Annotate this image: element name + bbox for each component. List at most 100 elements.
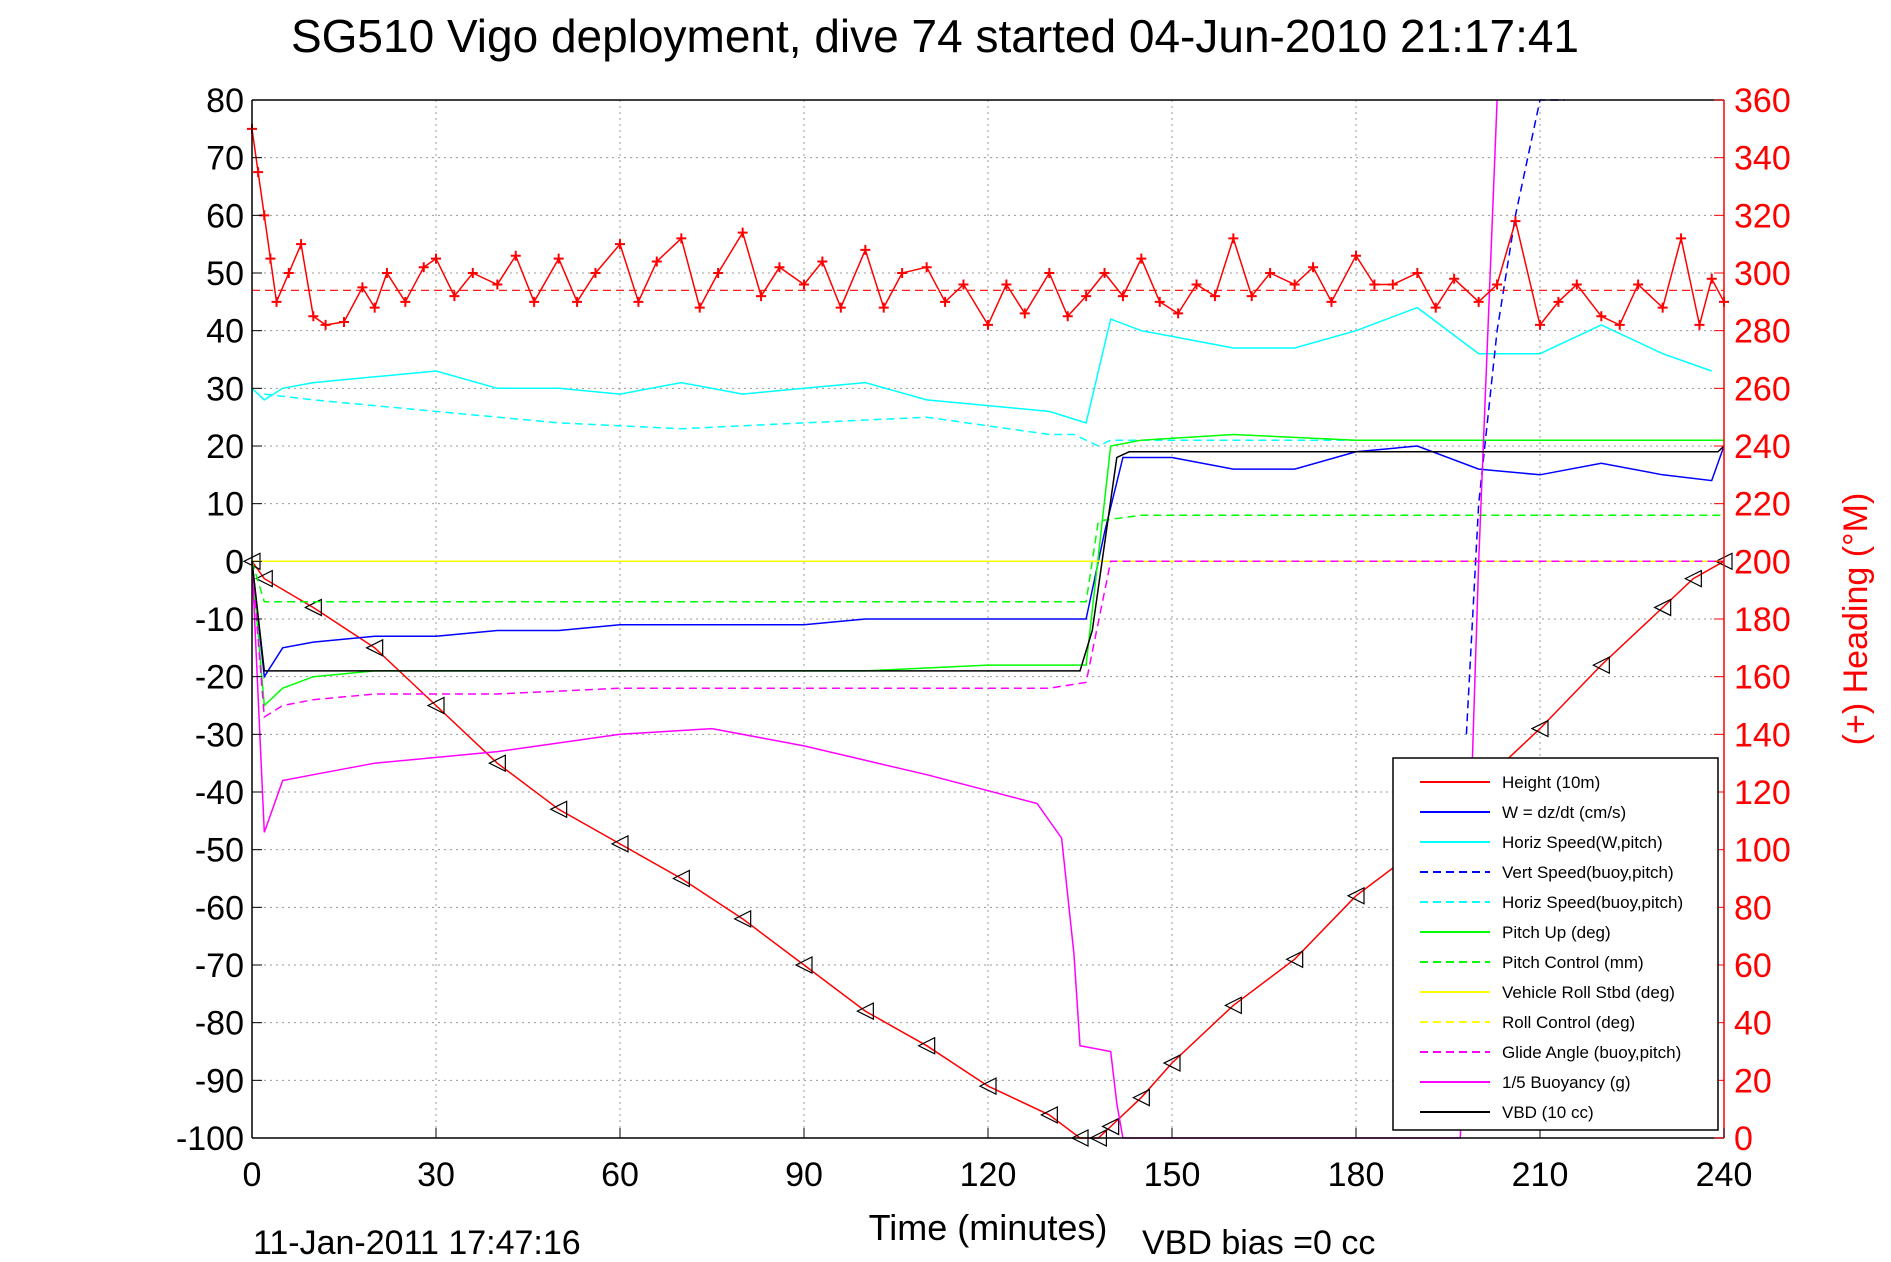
y-tick-label: -70 xyxy=(195,947,244,985)
legend-label-roll_control: Roll Control (deg) xyxy=(1502,1013,1635,1032)
right-y-tick-label: 160 xyxy=(1734,659,1791,697)
legend-label-pitch_up: Pitch Up (deg) xyxy=(1502,923,1611,942)
height-point-marker xyxy=(426,696,445,715)
right-y-tick-label: 360 xyxy=(1734,82,1791,120)
series-line-vbd xyxy=(251,445,1725,672)
heading-point xyxy=(418,262,429,273)
heading-point xyxy=(1136,253,1147,264)
heading-point xyxy=(1154,296,1165,307)
y-tick-labels: 80 70 60 50 40 30 20 10 0 -10 -20 -30 -40 -50 -60 -70 -8… xyxy=(176,82,244,1158)
height-point-marker xyxy=(487,754,506,773)
right-y-tick-label: 320 xyxy=(1734,197,1791,235)
heading-point xyxy=(1676,233,1687,244)
heading-point xyxy=(339,317,349,328)
heading-point xyxy=(1657,302,1668,313)
heading-point xyxy=(1265,268,1276,278)
heading-point xyxy=(271,296,282,307)
x-tick-labels: 0 30 60 90 120 150 180 210 240 xyxy=(243,1156,1753,1194)
heading-point xyxy=(1694,319,1705,330)
legend-label-roll: Vehicle Roll Stbd (deg) xyxy=(1502,983,1675,1002)
heading-point xyxy=(817,256,828,267)
right-y-tick-label: 240 xyxy=(1734,428,1791,466)
height-point-marker xyxy=(365,638,384,657)
height-point-marker xyxy=(671,869,690,888)
right-y-tick-label: 120 xyxy=(1734,774,1791,812)
heading-point xyxy=(1044,268,1055,278)
height-point-marker xyxy=(1683,569,1702,588)
heading-point xyxy=(940,296,951,307)
heading-point xyxy=(835,302,846,313)
heading-point xyxy=(1326,296,1337,307)
height-point-marker xyxy=(1346,886,1365,905)
height-point-marker xyxy=(978,1077,997,1096)
heading-point xyxy=(572,296,583,307)
right-y-tick-label: 180 xyxy=(1734,601,1791,639)
height-point-marker xyxy=(610,834,629,853)
right-y-tick-label: 60 xyxy=(1734,947,1772,985)
height-point-marker xyxy=(1285,950,1304,969)
heading-point xyxy=(510,250,521,261)
heading-point xyxy=(1246,291,1257,302)
right-y-tick-label: 140 xyxy=(1734,716,1791,754)
heading-point xyxy=(529,296,540,307)
heading-point xyxy=(1173,308,1184,319)
heading-point xyxy=(1633,279,1644,290)
heading-point xyxy=(357,282,368,293)
height-point-marker xyxy=(733,909,752,928)
heading-point xyxy=(1209,291,1220,302)
x-tick-label: 210 xyxy=(1512,1156,1569,1194)
y-tick-label: 80 xyxy=(206,82,244,120)
heading-point xyxy=(369,302,380,313)
heading-point xyxy=(921,262,932,273)
height-point-marker xyxy=(1162,1054,1181,1073)
heading-point xyxy=(283,268,294,278)
right-y-tick-label: 340 xyxy=(1734,140,1791,178)
y-tick-label: 10 xyxy=(206,486,244,524)
heading-point xyxy=(860,244,871,255)
legend-label-w: W = dz/dt (cm/s) xyxy=(1502,803,1626,822)
x-tick-label: 180 xyxy=(1328,1156,1385,1194)
heading-point xyxy=(253,167,264,178)
heading-point xyxy=(958,279,969,290)
height-point-marker xyxy=(1039,1105,1058,1124)
height-point-marker xyxy=(855,1002,874,1021)
right-y-tick-label: 300 xyxy=(1734,255,1791,293)
right-y-tick-labels: 3603403203002802602402202001801601401201… xyxy=(1734,82,1791,1158)
heading-point xyxy=(1510,216,1521,227)
heading-point xyxy=(983,319,993,330)
heading-point xyxy=(799,279,809,290)
legend-label-glide_angle: Glide Angle (buoy,pitch) xyxy=(1502,1043,1681,1062)
heading-point xyxy=(1117,291,1128,302)
heading-point xyxy=(1351,250,1361,261)
x-axis-label: Time (minutes) xyxy=(869,1207,1108,1248)
axes xyxy=(251,99,1725,1139)
legend-label-vbd: VBD (10 cc) xyxy=(1502,1103,1594,1122)
right-y-tick-label: 100 xyxy=(1734,832,1791,870)
heading-point xyxy=(1492,279,1503,290)
heading-point xyxy=(756,291,767,302)
x-tick-label: 150 xyxy=(1144,1156,1201,1194)
heading-point xyxy=(676,233,687,244)
heading-point xyxy=(1412,268,1423,278)
heading-point xyxy=(1081,291,1092,302)
right-y-tick-label: 20 xyxy=(1734,1062,1772,1100)
heading-point xyxy=(878,302,889,313)
series-line-w xyxy=(251,445,1725,679)
heading-point xyxy=(1553,296,1564,307)
heading-point xyxy=(1099,268,1110,278)
legend-label-horiz_speed_buoy: Horiz Speed(buoy,pitch) xyxy=(1502,893,1683,912)
heading-point xyxy=(615,239,625,250)
height-point-marker xyxy=(1131,1088,1150,1107)
heading-point xyxy=(320,319,331,330)
x-tick-label: 90 xyxy=(785,1156,823,1194)
heading-point xyxy=(400,296,411,307)
heading-point xyxy=(1571,279,1582,290)
x-tick-label: 30 xyxy=(417,1156,455,1194)
right-y-tick-label: 40 xyxy=(1734,1005,1772,1043)
y-tick-label: -40 xyxy=(195,774,244,812)
legend-label-horiz_speed_w: Horiz Speed(W,pitch) xyxy=(1502,833,1663,852)
heading-point xyxy=(1706,273,1717,284)
y-tick-label: 20 xyxy=(206,428,244,466)
right-y-tick-label: 220 xyxy=(1734,486,1791,524)
right-y-tick-label: 200 xyxy=(1734,543,1791,581)
